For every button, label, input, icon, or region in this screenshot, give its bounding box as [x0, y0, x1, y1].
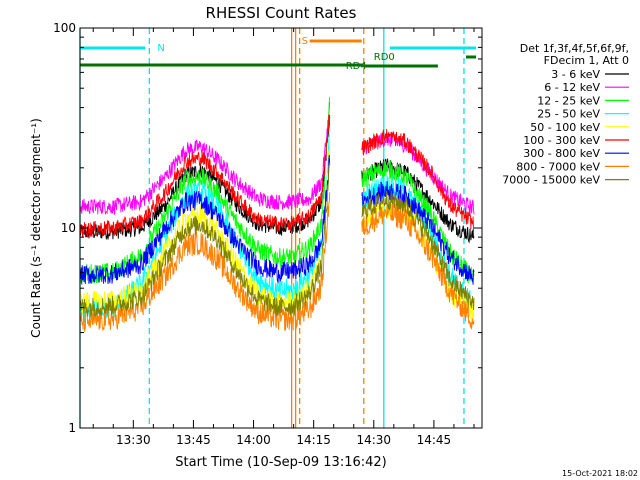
x-tick-label-5: 14:45 [417, 433, 452, 447]
legend-label-1: 6 - 12 keV [544, 81, 600, 94]
series-line-4-0 [79, 140, 331, 315]
x-axis-label: Start Time (10-Sep-09 13:16:42) [175, 455, 386, 470]
legend-label-3: 25 - 50 keV [537, 108, 600, 121]
series-layer [79, 96, 475, 332]
x-tick-label-4: 14:30 [356, 433, 391, 447]
y-tick-label-2: 100 [53, 21, 76, 35]
x-tick-label-2: 14:00 [236, 433, 271, 447]
status-bar-label-1: S [302, 36, 308, 47]
legend-header-0: Det 1f,3f,4f,5f,6f,9f, [520, 42, 629, 55]
legend-label-4: 50 - 100 keV [530, 121, 600, 134]
x-tick-label-0: 13:30 [116, 433, 151, 447]
chart-title: RHESSI Count Rates [206, 4, 357, 22]
series-line-5-0 [79, 114, 331, 238]
legend-label-2: 12 - 25 keV [537, 94, 600, 107]
legend-label-0: 3 - 6 keV [551, 68, 600, 81]
series-line-6-0 [79, 154, 331, 285]
axes-layer: 13:30 13:45 14:00 14:15 14:30 14:45 1 10 100 [53, 21, 482, 447]
timestamp: 15-Oct-2021 18:02 [562, 469, 638, 478]
status-bar-label-2: RD0 [374, 52, 395, 63]
series-line-2-1 [361, 160, 475, 284]
series-line-8-0 [79, 162, 331, 318]
legend-label-8: 7000 - 15000 keV [502, 174, 600, 187]
y-tick-label-1: 10 [61, 221, 76, 235]
legend-label-6: 300 - 800 keV [523, 147, 600, 160]
status-bar-label-3: RD4 [346, 61, 367, 72]
x-tick-label-1: 13:45 [176, 433, 211, 447]
legend-label-5: 100 - 300 keV [523, 134, 600, 147]
series-line-4-1 [361, 193, 475, 323]
series-line-5-1 [361, 128, 475, 232]
legend: Det 1f,3f,4f,5f,6f,9f,FDecim 1, Att 03 -… [502, 42, 629, 187]
series-line-1-0 [79, 101, 331, 216]
series-line-8-1 [361, 190, 475, 311]
legend-label-7: 800 - 7000 keV [516, 160, 600, 173]
y-axis-label: Count Rate (s⁻¹ detector segment⁻¹) [29, 118, 43, 338]
status-bars-layer: N S RD0 RD4 [80, 36, 476, 72]
series-line-0-1 [361, 158, 475, 244]
status-bar-label-0: N [157, 43, 164, 54]
legend-header-1: FDecim 1, Att 0 [544, 54, 629, 67]
y-tick-label-0: 1 [68, 421, 76, 435]
x-tick-label-3: 14:15 [296, 433, 331, 447]
